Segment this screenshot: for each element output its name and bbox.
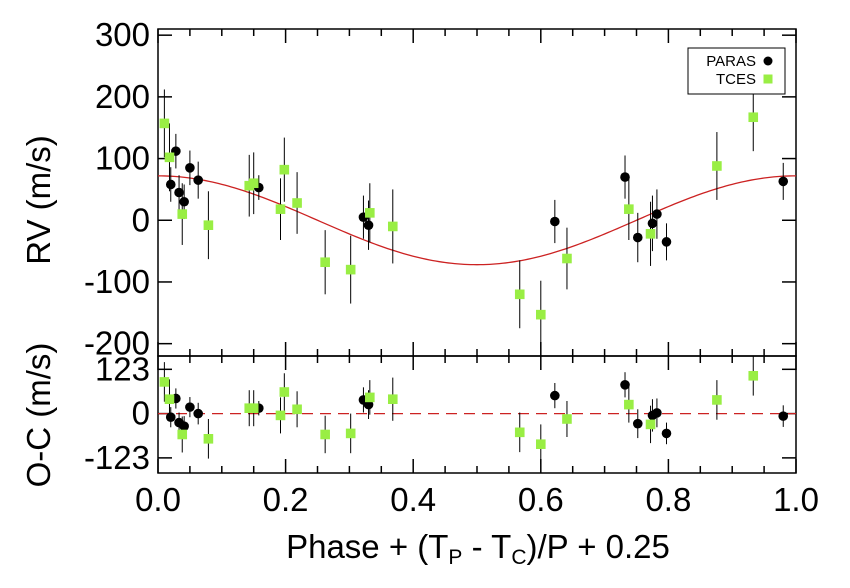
tces-point bbox=[748, 112, 759, 123]
x-label-mid: - T bbox=[462, 528, 511, 565]
paras-point bbox=[661, 237, 672, 247]
paras-point bbox=[778, 411, 789, 421]
rv-ytick-label: 100 bbox=[95, 140, 150, 177]
tces-point bbox=[164, 152, 175, 163]
paras-point bbox=[778, 176, 789, 187]
tces-point bbox=[292, 198, 302, 208]
tces-point bbox=[159, 118, 170, 129]
model-curve bbox=[157, 175, 797, 266]
x-tick-label: 0.4 bbox=[390, 481, 436, 518]
tces-point bbox=[177, 429, 188, 440]
x-label-suffix: )/P + 0.25 bbox=[526, 528, 669, 565]
tces-point bbox=[387, 394, 398, 404]
legend-label-tces: TCES bbox=[716, 71, 756, 88]
tces-point bbox=[203, 434, 214, 444]
rv-panel: 300 200 100 0 -100 -200 bbox=[84, 16, 797, 362]
tces-point bbox=[536, 309, 546, 320]
paras-point bbox=[179, 196, 189, 207]
tces-point bbox=[562, 414, 572, 424]
legend-label-paras: PARAS bbox=[706, 53, 756, 70]
tces-point bbox=[177, 209, 188, 219]
paras-point bbox=[193, 408, 203, 419]
x-tick-label: 0.0 bbox=[135, 481, 181, 518]
tces-point bbox=[365, 208, 375, 218]
x-label-sub-c: C bbox=[511, 546, 526, 569]
paras-point bbox=[647, 218, 658, 229]
legend-marker-tces bbox=[763, 74, 773, 84]
tces-point bbox=[562, 253, 572, 264]
x-label-sub-p: P bbox=[448, 546, 462, 569]
tces-point bbox=[365, 392, 375, 403]
legend: PARAS TCES bbox=[687, 47, 786, 95]
x-tick-label: 0.6 bbox=[518, 481, 564, 518]
paras-point bbox=[661, 428, 672, 439]
paras-point bbox=[632, 232, 643, 243]
paras-point bbox=[652, 408, 662, 418]
rv-ytick-label: 300 bbox=[95, 16, 150, 53]
rv-ytick-label: -200 bbox=[84, 325, 150, 362]
paras-point bbox=[620, 380, 630, 390]
tces-point bbox=[387, 221, 398, 232]
tces-point bbox=[624, 399, 634, 410]
rv-ytick-label: 0 bbox=[132, 201, 150, 238]
tces-point bbox=[624, 204, 634, 214]
paras-point bbox=[193, 175, 203, 185]
tces-point bbox=[275, 204, 286, 214]
tces-point bbox=[712, 395, 722, 405]
tces-point bbox=[279, 387, 290, 397]
x-tick-label: 0.8 bbox=[645, 481, 691, 518]
paras-point bbox=[363, 220, 374, 230]
rv-ytick-label: 200 bbox=[95, 78, 150, 115]
residuals-ytick-label: -123 bbox=[84, 439, 150, 476]
legend-marker-paras bbox=[763, 56, 773, 66]
paras-point bbox=[632, 418, 643, 429]
tces-point bbox=[164, 394, 175, 404]
tces-point bbox=[292, 404, 302, 415]
tces-point bbox=[536, 439, 546, 449]
tces-point bbox=[748, 371, 759, 381]
residuals-ytick-label: 0 bbox=[132, 395, 150, 432]
legend-box bbox=[687, 47, 786, 95]
tces-point bbox=[645, 229, 656, 239]
tces-point bbox=[275, 410, 286, 421]
tces-point bbox=[248, 403, 259, 413]
tces-point bbox=[320, 429, 330, 440]
tces-point bbox=[248, 178, 259, 189]
x-tick-label: 1.0 bbox=[773, 481, 819, 518]
tces-point bbox=[320, 257, 330, 268]
tces-point bbox=[345, 264, 356, 275]
paras-point bbox=[620, 172, 630, 182]
residual-panel: 123 0 -123 0.0 0.2 0.4 0.6 0.8 1.0 bbox=[84, 350, 819, 518]
paras-point bbox=[174, 187, 184, 198]
x-label-prefix: Phase + (T bbox=[286, 528, 448, 565]
rv-ylabel: RV (m/s) bbox=[20, 135, 57, 265]
tces-point bbox=[345, 428, 356, 439]
x-tick-label: 0.2 bbox=[263, 481, 309, 518]
paras-point bbox=[165, 412, 176, 423]
x-axis-label: Phase + (TP - TC)/P + 0.25 bbox=[286, 528, 670, 569]
tces-point bbox=[203, 220, 214, 230]
paras-point bbox=[550, 390, 560, 401]
tces-point bbox=[514, 289, 525, 300]
tces-point bbox=[279, 164, 290, 175]
paras-point bbox=[179, 421, 189, 432]
tces-point bbox=[645, 419, 656, 430]
paras-point bbox=[185, 402, 195, 412]
paras-point bbox=[165, 179, 176, 190]
paras-point bbox=[185, 163, 195, 173]
paras-point bbox=[652, 209, 662, 219]
residuals-ytick-label: 123 bbox=[95, 350, 150, 387]
rv-ytick-label: -100 bbox=[84, 263, 150, 300]
tces-point bbox=[159, 377, 170, 387]
oc-ylabel: O-C (m/s) bbox=[20, 343, 57, 488]
paras-point bbox=[550, 216, 560, 227]
tces-point bbox=[514, 427, 525, 438]
tces-point bbox=[712, 161, 722, 171]
